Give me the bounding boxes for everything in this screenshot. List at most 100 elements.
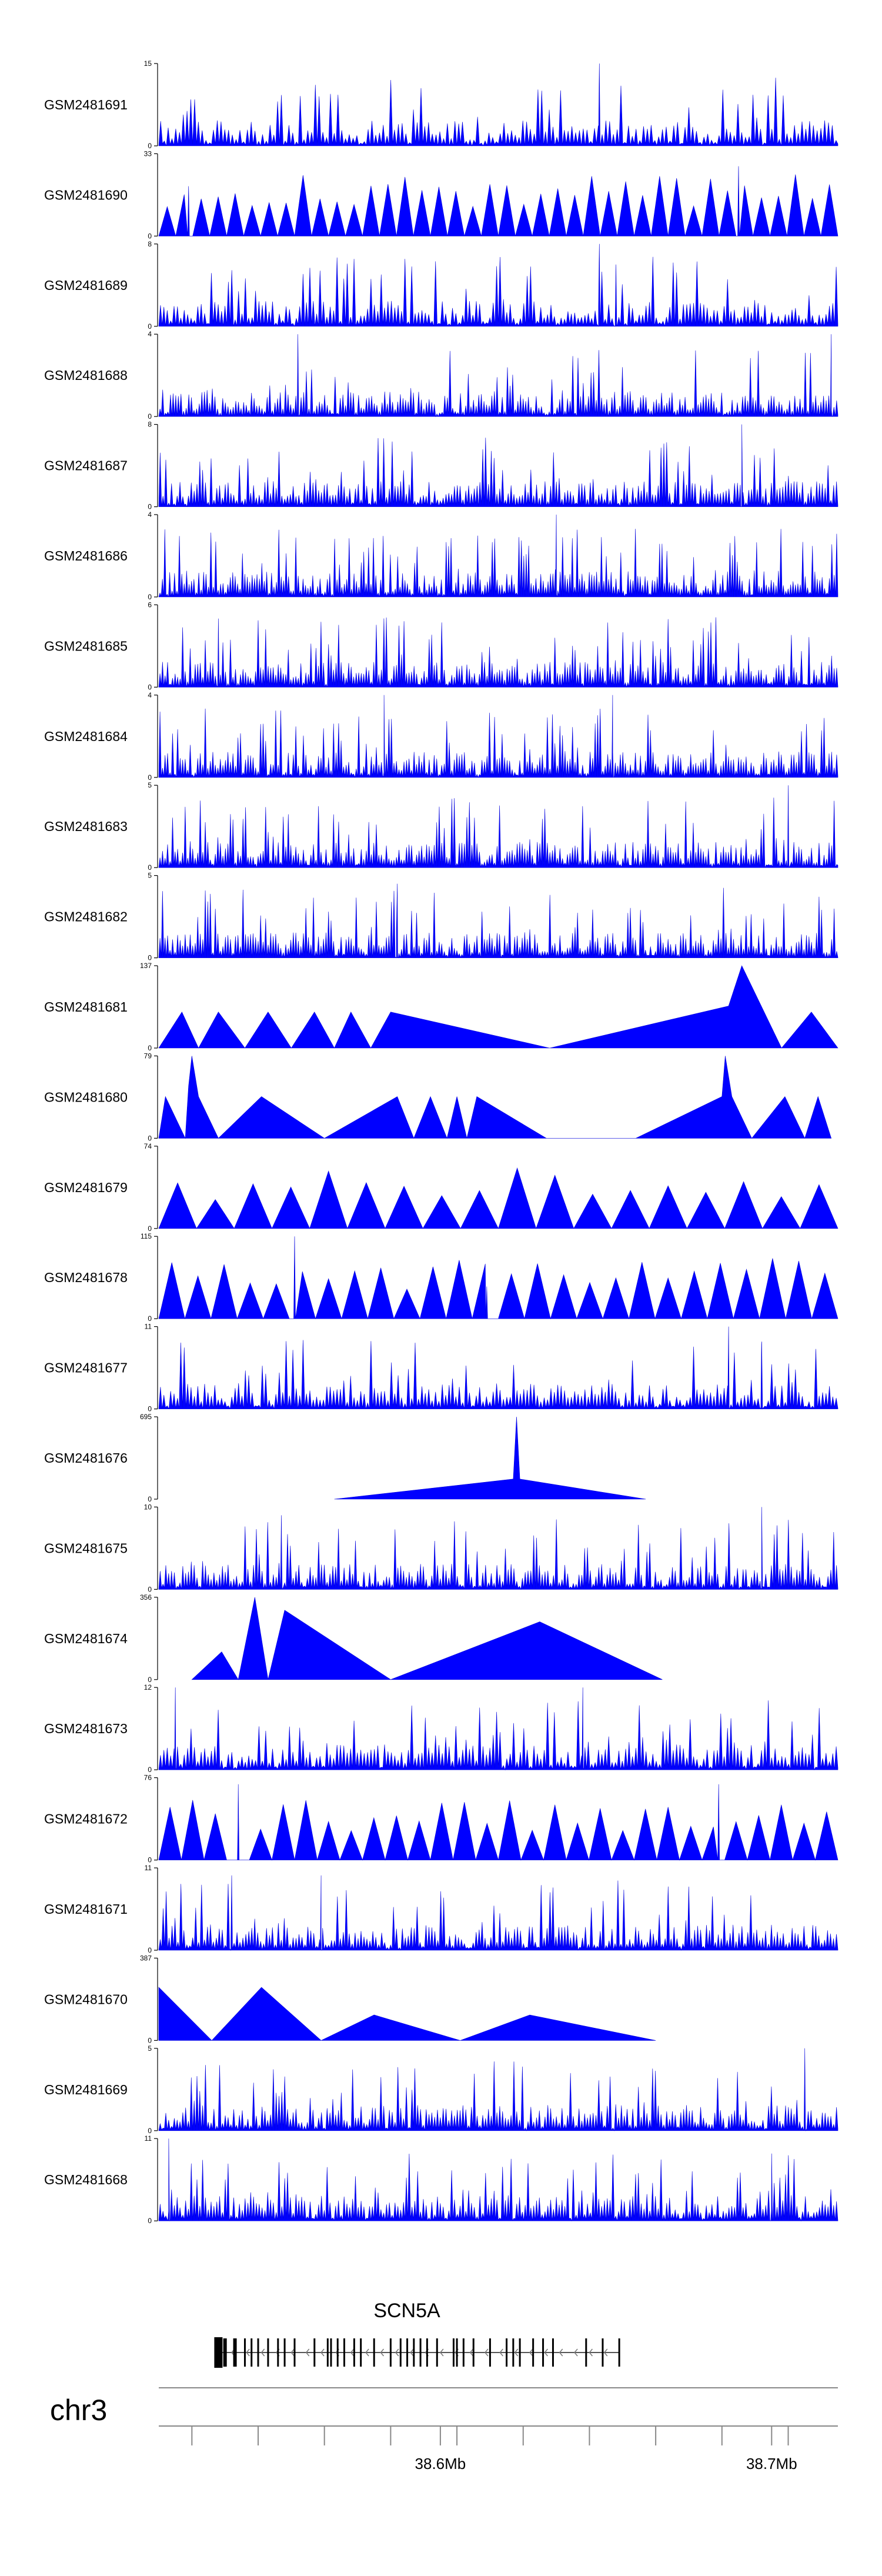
track-ymin-label: 0 [148,142,152,150]
track-ymin-label: 0 [148,1224,152,1233]
track-signal [158,1056,832,1139]
track-label: GSM2481678 [44,1270,128,1285]
track-GSM2481690: GSM2481690 33 0 [44,149,838,240]
track-ymin-label: 0 [148,1676,152,1684]
track-ymin-label: 0 [148,1134,152,1142]
track-ymin-label: 0 [148,1314,152,1323]
track-ymin-label: 0 [148,683,152,691]
track-ymax-label: 74 [144,1142,152,1150]
track-ymax-label: 8 [148,240,152,248]
coverage-tracks: GSM2481691150GSM2481690330GSM248168980GS… [44,59,838,2225]
gene-exon [336,2338,339,2367]
track-signal [158,883,838,959]
gene-exon [214,2337,223,2368]
strand-arrow [260,2348,265,2357]
track-ymin-label: 0 [148,2036,152,2044]
track-signal [158,1326,838,1410]
gene-exon [343,2338,346,2367]
track-label: GSM2481675 [44,1540,128,1556]
gene-name-label: SCN5A [373,2300,440,2322]
track-GSM2481687: GSM2481687 8 0 [44,421,838,511]
track-GSM2481680: GSM2481680 79 0 [44,1052,832,1142]
track-label: GSM2481671 [44,1901,128,1917]
track-ymax-label: 12 [144,1683,152,1691]
genome-tick-label: 38.7Mb [746,2455,797,2472]
track-signal [158,243,838,327]
track-ymax-label: 6 [148,600,152,609]
gene-exon [389,2338,392,2367]
track-ymin-label: 0 [148,1946,152,1954]
track-GSM2481676: GSM2481676 695 0 [44,1413,646,1503]
gene-exon [243,2338,246,2367]
gene-exon [257,2338,259,2367]
track-ymax-label: 4 [148,330,152,338]
track-label: GSM2481690 [44,187,128,202]
track-ymin-label: 0 [148,1405,152,1413]
gene-exon [277,2338,279,2367]
track-signal [158,1875,838,1951]
track-ymin-label: 0 [148,322,152,331]
track-label: GSM2481669 [44,2082,128,2097]
track-GSM2481681: GSM2481681 137 0 [44,962,838,1052]
strand-arrow [603,2348,608,2357]
track-GSM2481684: GSM2481684 4 0 [44,691,838,782]
track-label: GSM2481689 [44,278,128,293]
track-GSM2481670: GSM2481670 387 0 [44,1954,656,2044]
track-ymax-label: 11 [145,1864,152,1872]
track-signal [158,617,838,688]
gene-exon [618,2338,620,2367]
track-signal [158,785,838,868]
track-GSM2481682: GSM2481682 5 0 [44,872,838,962]
strand-arrow [544,2348,548,2357]
track-label: GSM2481683 [44,819,128,834]
gene-exon [506,2338,508,2367]
gene-exon [413,2338,415,2367]
track-ymax-label: 356 [140,1593,152,1601]
track-signal [158,1167,838,1229]
track-signal [158,1784,838,1861]
track-ymax-label: 8 [148,421,152,429]
strand-arrow [410,2348,414,2357]
track-label: GSM2481688 [44,368,128,383]
track-label: GSM2481676 [44,1450,128,1466]
gene-exon [313,2338,316,2367]
gene-annotation-panel: SCN5A chr3 38.6Mb 38.7Mb [50,2300,838,2472]
track-ymin-label: 0 [148,1766,152,1774]
gene-exon [585,2338,587,2367]
track-signal [158,2138,838,2222]
gene-exon [330,2338,332,2367]
track-GSM2481683: GSM2481683 5 0 [44,781,838,872]
genome-tick-label: 38.6Mb [415,2455,466,2472]
track-ymax-label: 15 [144,59,152,68]
track-ymin-label: 0 [148,1856,152,1864]
track-ymax-label: 76 [144,1774,152,1782]
gene-exon [373,2338,375,2367]
track-ymin-label: 0 [148,1585,152,1593]
genome-axis-ticks: 38.6Mb 38.7Mb [191,2426,797,2472]
track-signal [158,965,838,1049]
gene-exon [489,2338,491,2367]
track-label: GSM2481687 [44,458,128,473]
gene-exon [519,2338,521,2367]
track-GSM2481685: GSM2481685 6 0 [44,600,838,691]
track-ymin-label: 0 [148,2127,152,2135]
gene-exon [406,2338,409,2367]
strand-arrow [559,2348,563,2357]
track-ymin-label: 0 [148,503,152,511]
strand-arrow [574,2348,578,2357]
track-label: GSM2481685 [44,638,128,653]
track-ymax-label: 33 [144,149,152,158]
gene-exon [456,2338,458,2367]
track-ymin-label: 0 [148,412,152,421]
track-label: GSM2481674 [44,1631,128,1646]
track-label: GSM2481677 [44,1360,128,1376]
track-ymax-label: 11 [145,1323,152,1331]
track-signal [158,1236,838,1320]
track-ymax-label: 695 [140,1413,152,1421]
gene-exon [283,2338,286,2367]
track-GSM2481669: GSM2481669 5 0 [44,2044,838,2135]
gene-exon [353,2338,355,2367]
track-ymax-label: 5 [148,872,152,880]
strand-arrow [484,2348,489,2357]
strand-arrow [499,2348,503,2357]
